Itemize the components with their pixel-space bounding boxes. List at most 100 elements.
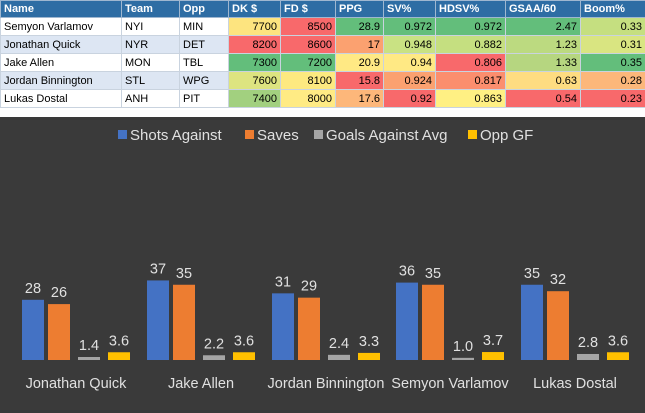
- table-cell: 0.948: [383, 35, 436, 54]
- table-cell: 0.31: [580, 35, 645, 54]
- table-cell: TBL: [179, 53, 229, 72]
- data-label: 3.6: [234, 333, 254, 349]
- table-cell: MON: [121, 53, 180, 72]
- data-label: 2.4: [329, 336, 349, 352]
- table-cell: 2.47: [505, 17, 581, 36]
- bar: [521, 284, 543, 360]
- table-cell: 0.33: [580, 17, 645, 36]
- table-row[interactable]: Jordan Binnington STL WPG 7600 8100 15.8 0.924…: [0, 71, 645, 90]
- table-row[interactable]: Semyon Varlamov NYI MIN 7700 8500 28.9 0.972 0.…: [0, 17, 645, 36]
- data-label: 32: [550, 272, 566, 288]
- table-cell: Semyon Varlamov: [0, 17, 122, 36]
- data-label: 35: [176, 266, 192, 282]
- table-cell: 0.54: [505, 89, 581, 108]
- column-header[interactable]: Boom%: [580, 0, 645, 18]
- column-header[interactable]: FD $: [280, 0, 336, 18]
- table-cell: 17: [335, 35, 384, 54]
- table-body: Semyon Varlamov NYI MIN 7700 8500 28.9 0.972 0.…: [0, 17, 645, 108]
- table-cell: NYR: [121, 35, 180, 54]
- bar: [396, 282, 418, 360]
- column-header[interactable]: DK $: [228, 0, 281, 18]
- chart-svg: Shots Against Saves Goals Against Avg Opp G…: [22, 127, 629, 392]
- category-label: Semyon Varlamov: [391, 376, 509, 392]
- goalie-stats-table: Name Team Opp DK $ FD $ PPG SV% HDSV% GSAA/60 Boo…: [0, 0, 645, 108]
- table-cell: 0.63: [505, 71, 581, 90]
- bar: [233, 352, 255, 360]
- data-label: 3.7: [483, 333, 503, 349]
- table-cell: 7300: [228, 53, 281, 72]
- data-label: 1.0: [453, 339, 473, 355]
- data-label: 31: [275, 274, 291, 290]
- table-cell: 28.9: [335, 17, 384, 36]
- column-header[interactable]: Opp: [179, 0, 229, 18]
- table-cell: 17.6: [335, 89, 384, 108]
- data-label: 3.6: [608, 333, 628, 349]
- bar: [272, 293, 294, 360]
- table-cell: 1.33: [505, 53, 581, 72]
- table-cell: 8500: [280, 17, 336, 36]
- table-cell: 0.28: [580, 71, 645, 90]
- data-label: 2.2: [204, 336, 224, 352]
- table-cell: 7700: [228, 17, 281, 36]
- data-label: 26: [51, 285, 67, 301]
- table-cell: ANH: [121, 89, 180, 108]
- bar: [328, 354, 350, 360]
- bar: [203, 355, 225, 360]
- data-label: 28: [25, 281, 41, 297]
- table-cell: STL: [121, 71, 180, 90]
- legend-swatch: [314, 130, 323, 139]
- legend-label: Goals Against Avg: [326, 127, 447, 144]
- category-label: Lukas Dostal: [533, 376, 617, 392]
- table-cell: 8000: [280, 89, 336, 108]
- category-label: Jordan Binnington: [268, 376, 385, 392]
- table-cell: MIN: [179, 17, 229, 36]
- table-cell: 0.972: [435, 17, 506, 36]
- column-header[interactable]: Team: [121, 0, 180, 18]
- goalie-bar-chart: Shots Against Saves Goals Against Avg Opp G…: [0, 117, 645, 413]
- bar: [452, 357, 474, 360]
- table-cell: 1.23: [505, 35, 581, 54]
- table-row[interactable]: Lukas Dostal ANH PIT 7400 8000 17.6 0.92 0.863 0…: [0, 89, 645, 108]
- data-label: 35: [425, 266, 441, 282]
- bar: [358, 352, 380, 360]
- table-cell: 0.806: [435, 53, 506, 72]
- bar: [547, 291, 569, 360]
- legend-label: Saves: [257, 127, 299, 144]
- table-cell: 0.863: [435, 89, 506, 108]
- table-row[interactable]: Jake Allen MON TBL 7300 7200 20.9 0.94 0.806 1.3…: [0, 53, 645, 72]
- bar: [482, 352, 504, 360]
- table-cell: 0.882: [435, 35, 506, 54]
- data-label: 1.4: [79, 338, 99, 354]
- column-header[interactable]: GSAA/60: [505, 0, 581, 18]
- bar: [298, 297, 320, 360]
- bar: [48, 304, 70, 360]
- column-header[interactable]: HDSV%: [435, 0, 506, 18]
- table-cell: 0.92: [383, 89, 436, 108]
- data-label: 3.3: [359, 334, 379, 350]
- table-header-row: Name Team Opp DK $ FD $ PPG SV% HDSV% GSAA/60 Boo…: [0, 0, 645, 18]
- column-header[interactable]: Name: [0, 0, 122, 18]
- table-cell: WPG: [179, 71, 229, 90]
- bar: [78, 356, 100, 360]
- table-cell: 0.972: [383, 17, 436, 36]
- table-cell: Jonathan Quick: [0, 35, 122, 54]
- legend-label: Shots Against: [130, 127, 223, 144]
- table-cell: 0.35: [580, 53, 645, 72]
- data-label: 3.6: [109, 333, 129, 349]
- table-cell: Jordan Binnington: [0, 71, 122, 90]
- table-cell: Lukas Dostal: [0, 89, 122, 108]
- table-cell: 8600: [280, 35, 336, 54]
- data-label: 29: [301, 279, 317, 295]
- table-cell: DET: [179, 35, 229, 54]
- table-cell: 15.8: [335, 71, 384, 90]
- bar: [607, 352, 629, 360]
- legend-label: Opp GF: [480, 127, 533, 144]
- column-header[interactable]: PPG: [335, 0, 384, 18]
- legend-swatch: [118, 130, 127, 139]
- column-header[interactable]: SV%: [383, 0, 436, 18]
- table-row[interactable]: Jonathan Quick NYR DET 8200 8600 17 0.948 0.882…: [0, 35, 645, 54]
- table-cell: 8100: [280, 71, 336, 90]
- data-label: 36: [399, 264, 415, 280]
- table-cell: Jake Allen: [0, 53, 122, 72]
